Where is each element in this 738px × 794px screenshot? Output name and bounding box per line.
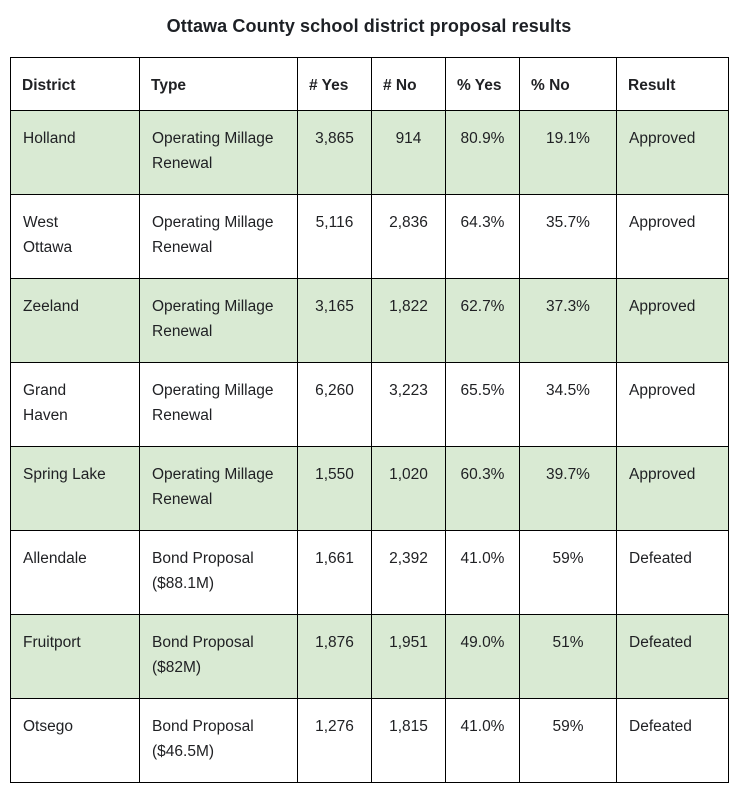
cell-yes-pct: 80.9% [445, 110, 520, 195]
cell-district: Fruitport [10, 614, 140, 699]
column-header-no-count: # No [371, 57, 446, 111]
cell-no-pct: 59% [519, 530, 617, 615]
cell-district: Zeeland [10, 278, 140, 363]
cell-district: Holland [10, 110, 140, 195]
cell-result: Approved [616, 110, 729, 195]
cell-no-count: 1,951 [371, 614, 446, 699]
cell-result: Defeated [616, 698, 729, 783]
cell-type: Operating Millage Renewal [139, 446, 298, 531]
table-row: Spring Lake Operating Millage Renewal 1,55… [10, 446, 729, 531]
cell-yes-count: 1,876 [297, 614, 372, 699]
table-row: West Ottawa Operating Millage Renewal 5,11… [10, 194, 729, 279]
cell-yes-pct: 60.3% [445, 446, 520, 531]
cell-district: Allendale [10, 530, 140, 615]
cell-no-count: 1,815 [371, 698, 446, 783]
cell-no-pct: 59% [519, 698, 617, 783]
cell-no-pct: 34.5% [519, 362, 617, 447]
cell-yes-count: 3,165 [297, 278, 372, 363]
cell-type: Operating Millage Renewal [139, 362, 298, 447]
cell-result: Approved [616, 194, 729, 279]
cell-type: Operating Millage Renewal [139, 110, 298, 195]
table-row: Holland Operating Millage Renewal 3,865 914… [10, 110, 729, 195]
cell-district: Otsego [10, 698, 140, 783]
table-row: Zeeland Operating Millage Renewal 3,165 1,8… [10, 278, 729, 363]
table-row: Fruitport Bond Proposal ($82M) 1,876 1,951 4… [10, 614, 729, 699]
cell-type: Operating Millage Renewal [139, 194, 298, 279]
column-header-yes-count: # Yes [297, 57, 372, 111]
cell-yes-count: 5,116 [297, 194, 372, 279]
cell-yes-count: 6,260 [297, 362, 372, 447]
cell-type: Bond Proposal ($88.1M) [139, 530, 298, 615]
cell-no-pct: 37.3% [519, 278, 617, 363]
column-header-no-pct: % No [519, 57, 617, 111]
cell-yes-count: 1,276 [297, 698, 372, 783]
cell-yes-pct: 41.0% [445, 530, 520, 615]
cell-result: Defeated [616, 614, 729, 699]
cell-result: Approved [616, 446, 729, 531]
cell-no-pct: 39.7% [519, 446, 617, 531]
cell-district: West Ottawa [10, 194, 140, 279]
cell-no-count: 1,822 [371, 278, 446, 363]
cell-no-count: 2,392 [371, 530, 446, 615]
results-table: District Type # Yes # No% Yes% No Result Hol… [10, 57, 729, 783]
column-header-district: District [10, 57, 140, 111]
page-title: Ottawa County school district proposal r… [166, 16, 572, 36]
table-body: Holland Operating Millage Renewal 3,865 914… [10, 110, 729, 783]
column-header-result: Result [616, 57, 729, 111]
cell-result: Defeated [616, 530, 729, 615]
column-header-type: Type [139, 57, 298, 111]
cell-yes-pct: 49.0% [445, 614, 520, 699]
table-row: Allendale Bond Proposal ($88.1M) 1,661 2,39… [10, 530, 729, 615]
cell-yes-count: 1,661 [297, 530, 372, 615]
table-header-row: District Type # Yes # No% Yes% No Result [10, 57, 729, 111]
cell-yes-pct: 41.0% [445, 698, 520, 783]
cell-type: Operating Millage Renewal [139, 278, 298, 363]
cell-no-pct: 19.1% [519, 110, 617, 195]
cell-yes-pct: 62.7% [445, 278, 520, 363]
cell-yes-count: 3,865 [297, 110, 372, 195]
table-row: Grand Haven Operating Millage Renewal 6,26… [10, 362, 729, 447]
cell-type: Bond Proposal ($46.5M) [139, 698, 298, 783]
cell-no-count: 3,223 [371, 362, 446, 447]
cell-result: Approved [616, 362, 729, 447]
cell-result: Approved [616, 278, 729, 363]
cell-yes-count: 1,550 [297, 446, 372, 531]
cell-yes-pct: 64.3% [445, 194, 520, 279]
cell-no-pct: 51% [519, 614, 617, 699]
column-header-yes-pct: % Yes [445, 57, 520, 111]
cell-no-count: 914 [371, 110, 446, 195]
table-row: Otsego Bond Proposal ($46.5M) 1,276 1,815 41… [10, 698, 729, 783]
cell-no-pct: 35.7% [519, 194, 617, 279]
cell-district: Spring Lake [10, 446, 140, 531]
cell-district: Grand Haven [10, 362, 140, 447]
cell-yes-pct: 65.5% [445, 362, 520, 447]
cell-type: Bond Proposal ($82M) [139, 614, 298, 699]
cell-no-count: 1,020 [371, 446, 446, 531]
cell-no-count: 2,836 [371, 194, 446, 279]
